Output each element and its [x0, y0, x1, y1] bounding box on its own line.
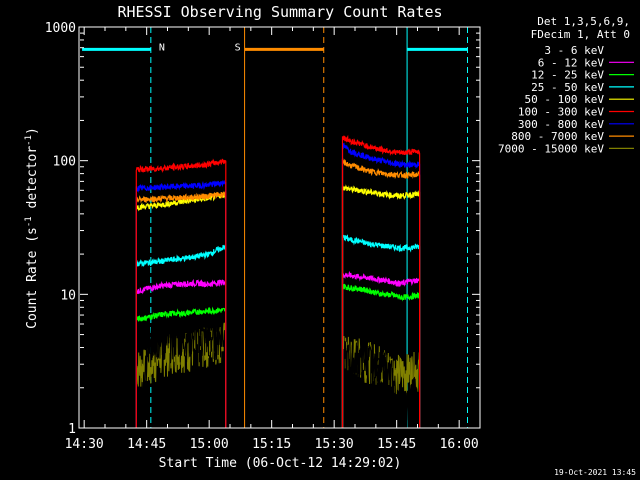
- plot-frame: [78, 26, 481, 429]
- x-tick-label: 15:30: [315, 437, 354, 452]
- legend-label: 7000 - 15000 keV: [498, 142, 604, 155]
- x-tick-label: 15:15: [252, 437, 291, 452]
- y-tick-label: 10: [60, 288, 76, 303]
- series-line-12-25-keV: [341, 283, 421, 428]
- series-line-3-6-keV: [342, 340, 421, 429]
- x-tick-label: 15:45: [377, 437, 416, 452]
- footer-timestamp: 19-Oct-2021 13:45: [554, 468, 636, 477]
- series-layer: [135, 134, 421, 429]
- x-tick-label: 14:30: [65, 437, 104, 452]
- series-line-800-7000-keV: [135, 190, 227, 428]
- series-line-800-7000-keV: [341, 158, 421, 428]
- series-line-300-800-keV: [341, 142, 421, 428]
- series-line-25-50-keV: [135, 244, 227, 428]
- legend-header-line-2: FDecim 1, Att 0: [531, 28, 630, 41]
- legend-label: 300 - 800 keV: [518, 118, 604, 131]
- y-axis-label-sup2: -1: [24, 135, 34, 146]
- y-axis-label-main: Count Rate (s: [25, 227, 40, 329]
- series-line-100-300-keV: [341, 134, 421, 428]
- y-tick-label: 1000: [45, 21, 76, 36]
- series-line-300-800-keV: [135, 179, 227, 428]
- x-axis-label: Start Time (06-Oct-12 14:29:02): [159, 456, 402, 471]
- x-axis-ticks: 14:30 14:45 15:00 15:15 15:30 15:45 16:00: [65, 27, 479, 452]
- y-tick-label: 1: [68, 422, 76, 437]
- legend-label: 800 - 7000 keV: [511, 130, 604, 143]
- legend-label: 50 - 100 keV: [525, 93, 605, 106]
- axes: [78, 26, 481, 429]
- saa-flag-label: S: [235, 42, 241, 53]
- series-line-50-100-keV: [341, 184, 421, 428]
- legend: Det 1,3,5,6,9, FDecim 1, Att 0 3 - 6 keV…: [498, 15, 634, 155]
- series-line-12-25-keV: [135, 306, 227, 428]
- series-line-6-12-keV: [135, 278, 227, 428]
- y-tick-label: 100: [53, 155, 76, 170]
- chart-title: RHESSI Observing Summary Count Rates: [117, 3, 442, 21]
- night-flag-label: N: [159, 42, 165, 53]
- legend-label: 6 - 12 keV: [538, 56, 605, 69]
- x-tick-label: 16:00: [440, 437, 479, 452]
- legend-label: 100 - 300 keV: [518, 106, 604, 119]
- x-tick-label: 14:45: [127, 437, 166, 452]
- legend-label: 3 - 6 keV: [544, 44, 604, 57]
- y-axis-label-mid: detector: [25, 146, 40, 217]
- y-axis-label-sup1: -1: [24, 216, 34, 227]
- series-line-50-100-keV: [135, 192, 227, 428]
- series-line-6-12-keV: [341, 270, 421, 428]
- series-line-3-6-keV: [135, 319, 227, 429]
- series-line-100-300-keV: [135, 158, 227, 428]
- legend-header-line-1: Det 1,3,5,6,9,: [537, 15, 630, 28]
- y-axis-ticks: 1 10 100 1000: [45, 21, 480, 437]
- y-axis-label-end: ): [25, 127, 40, 135]
- legend-label: 12 - 25 keV: [531, 69, 604, 82]
- x-tick-label: 15:00: [190, 437, 229, 452]
- legend-label: 25 - 50 keV: [531, 81, 604, 94]
- y-axis-label: Count Rate (s-1 detector-1): [24, 127, 40, 329]
- series-line-25-50-keV: [341, 234, 421, 428]
